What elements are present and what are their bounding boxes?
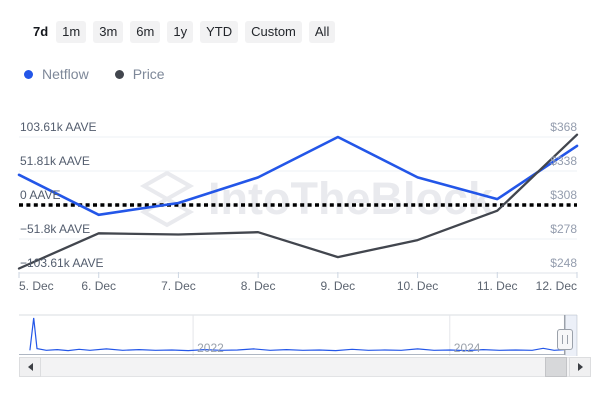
y-axis-label-right: $278 [550, 222, 577, 236]
range-toolbar: 7d 1m 3m 6m 1y YTD Custom All [32, 21, 336, 43]
y-axis-label-left: 0 AAVE [20, 188, 61, 202]
range-tab-1m[interactable]: 1m [56, 21, 87, 43]
x-axis-label: 12. Dec [535, 279, 577, 293]
y-axis-label-right: $338 [550, 154, 577, 168]
x-axis-label: 10. Dec [396, 279, 439, 293]
series-line-price [17, 133, 579, 270]
x-axis-label: 7. Dec [161, 279, 196, 293]
y-axis-label-left: 103.61k AAVE [20, 120, 97, 134]
series-line-netflow [17, 135, 579, 217]
legend-item-price[interactable]: Price [114, 66, 165, 82]
legend-dot-icon [24, 69, 33, 79]
y-axis-label-left: 51.81k AAVE [20, 153, 90, 168]
range-tab-ytd[interactable]: YTD [200, 21, 239, 43]
triangle-right-icon [577, 363, 583, 371]
x-axis-label: 6. Dec [81, 279, 117, 293]
range-tab-3m[interactable]: 3m [93, 21, 124, 43]
range-tab-1y[interactable]: 1y [167, 21, 194, 43]
triangle-left-icon [27, 363, 33, 371]
legend-item-netflow[interactable]: Netflow [24, 66, 89, 82]
range-tab-all[interactable]: All [308, 21, 336, 43]
range-tab-6m[interactable]: 6m [130, 21, 161, 43]
scrollbar-thumb[interactable] [545, 357, 567, 377]
scrollbar-right-button[interactable] [569, 357, 591, 377]
y-axis-label-right: $308 [550, 188, 577, 202]
y-axis-label-left: −103.61k AAVE [20, 256, 104, 270]
y-axis-label-right: $368 [550, 120, 577, 134]
grip-lines-icon [561, 335, 568, 344]
legend-label: Price [132, 66, 165, 82]
range-tab-custom[interactable]: Custom [245, 21, 302, 43]
navigator-year-label: 2022 [197, 341, 224, 355]
navigator-sparkline [29, 317, 566, 352]
navigator-year-label: 2024 [453, 341, 481, 355]
y-axis-label-right: $248 [550, 256, 577, 270]
range-tab-7d[interactable]: 7d [33, 24, 49, 39]
scrollbar-track[interactable] [19, 357, 591, 377]
chart-legend: Netflow Price [24, 66, 165, 82]
y-axis-label-left: −51.8k AAVE [20, 221, 91, 236]
x-axis-label: 11. Dec [477, 279, 518, 293]
scrollbar-left-button[interactable] [19, 357, 41, 377]
legend-label: Netflow [42, 66, 89, 82]
legend-dot-icon [114, 69, 124, 79]
x-axis-label: 5. Dec [19, 279, 54, 293]
x-axis-label: 9. Dec [320, 279, 356, 293]
x-axis-label: 8. Dec [240, 279, 276, 293]
navigator-handle[interactable] [556, 329, 573, 350]
